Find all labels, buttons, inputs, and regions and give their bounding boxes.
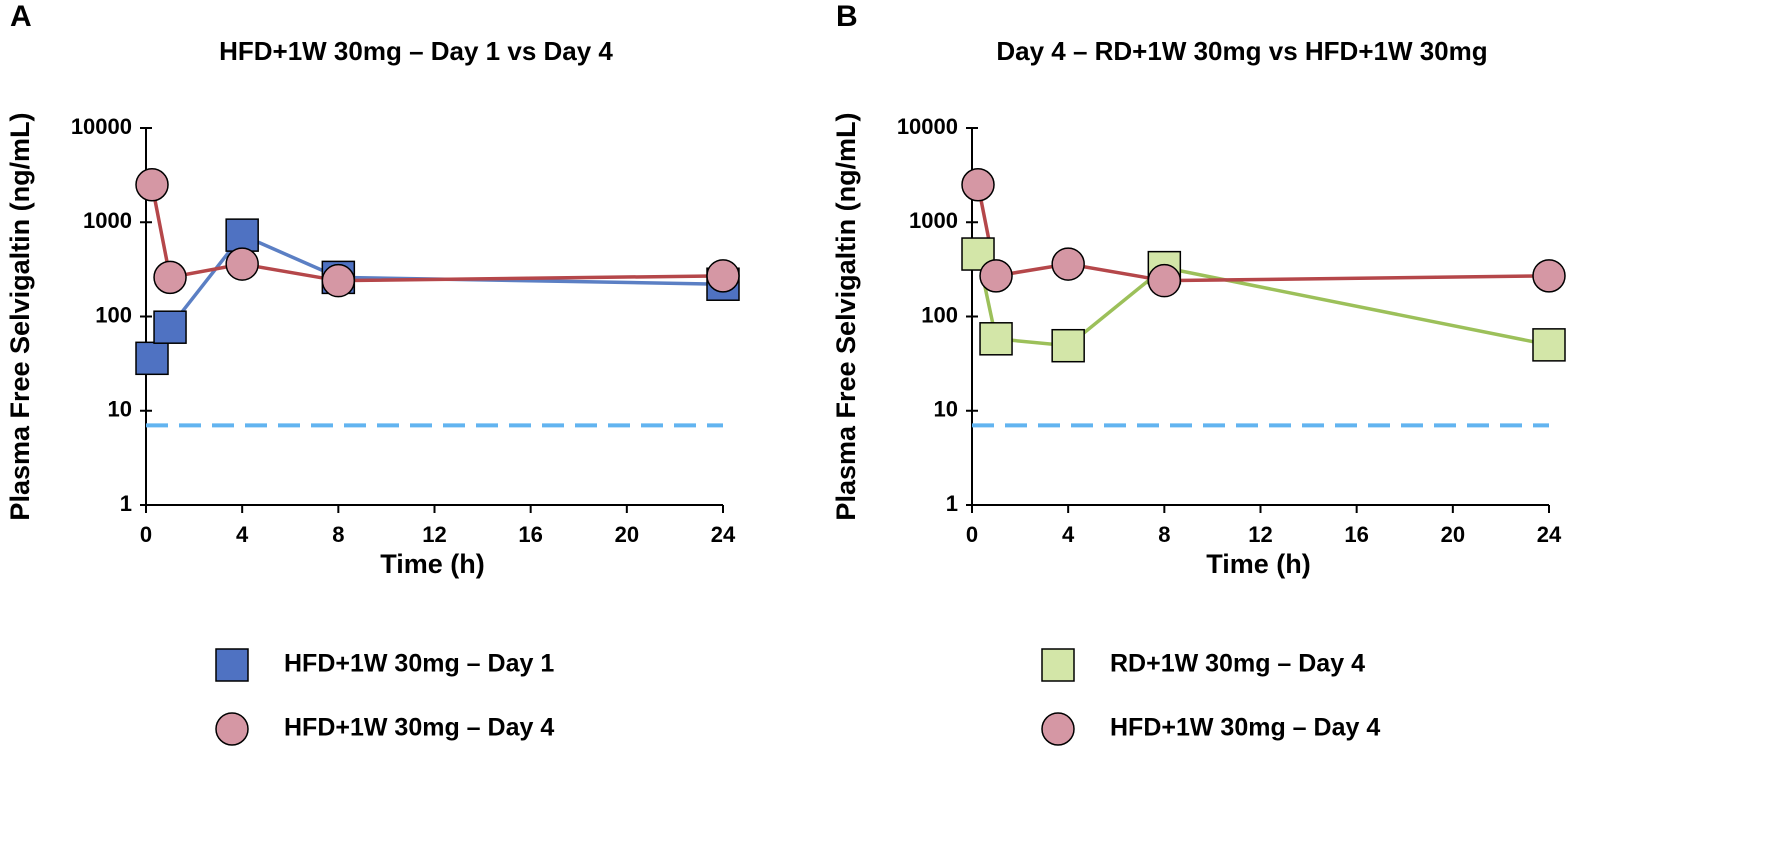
legend-marker [215, 648, 249, 682]
data-point [961, 237, 995, 271]
x-tick-label: 24 [711, 522, 736, 547]
x-tick-label: 4 [1062, 522, 1075, 547]
y-tick-label: 100 [95, 302, 132, 327]
legend-label: RD+1W 30mg – Day 4 [1110, 650, 1365, 678]
data-point [979, 259, 1013, 293]
chart-title: HFD+1W 30mg – Day 1 vs Day 4 [219, 36, 613, 66]
legend-marker [215, 712, 249, 746]
y-tick-label: 10000 [897, 114, 958, 139]
data-point [1532, 259, 1566, 293]
data-point [1532, 328, 1566, 362]
data-point [961, 167, 995, 202]
y-tick-label: 10 [108, 397, 132, 422]
x-tick-label: 16 [518, 522, 542, 547]
legend-label: HFD+1W 30mg – Day 4 [1110, 714, 1380, 742]
y-tick-label: 1000 [909, 208, 958, 233]
panel-label: A [10, 0, 32, 33]
data-point [153, 310, 187, 344]
legend-marker [1041, 648, 1075, 682]
data-point [979, 322, 1013, 356]
data-point [706, 259, 740, 293]
y-tick-label: 100 [921, 302, 958, 327]
x-tick-label: 12 [422, 522, 446, 547]
data-point [225, 247, 259, 281]
x-tick-label: 24 [1537, 522, 1562, 547]
y-tick-label: 1 [946, 491, 958, 516]
x-tick-label: 8 [1158, 522, 1170, 547]
panel-label: B [836, 0, 858, 33]
y-axis-label: Plasma Free Selvigaltin (ng/mL) [5, 112, 35, 520]
x-tick-label: 16 [1344, 522, 1368, 547]
legend-label: HFD+1W 30mg – Day 1 [284, 650, 554, 678]
y-tick-label: 1 [120, 491, 132, 516]
y-tick-label: 1000 [83, 208, 132, 233]
x-axis-label: Time (h) [380, 549, 485, 579]
data-point [135, 341, 169, 376]
x-tick-label: 0 [966, 522, 978, 547]
y-axis-label: Plasma Free Selvigaltin (ng/mL) [831, 112, 861, 520]
data-point [1051, 328, 1085, 363]
x-tick-label: 4 [236, 522, 249, 547]
data-point [1051, 247, 1085, 281]
legend-marker [1041, 712, 1075, 746]
x-axis-label: Time (h) [1206, 549, 1311, 579]
x-tick-label: 12 [1248, 522, 1272, 547]
data-point [321, 263, 356, 298]
data-point [135, 167, 169, 202]
x-tick-label: 8 [332, 522, 344, 547]
y-tick-label: 10 [934, 397, 958, 422]
data-point [153, 260, 187, 295]
y-tick-label: 10000 [71, 114, 132, 139]
x-tick-label: 20 [615, 522, 639, 547]
x-tick-label: 0 [140, 522, 152, 547]
x-tick-label: 20 [1441, 522, 1465, 547]
chart-title: Day 4 – RD+1W 30mg vs HFD+1W 30mg [996, 36, 1487, 66]
data-point [1147, 263, 1182, 298]
data-point [225, 218, 259, 252]
legend-label: HFD+1W 30mg – Day 4 [284, 714, 554, 742]
